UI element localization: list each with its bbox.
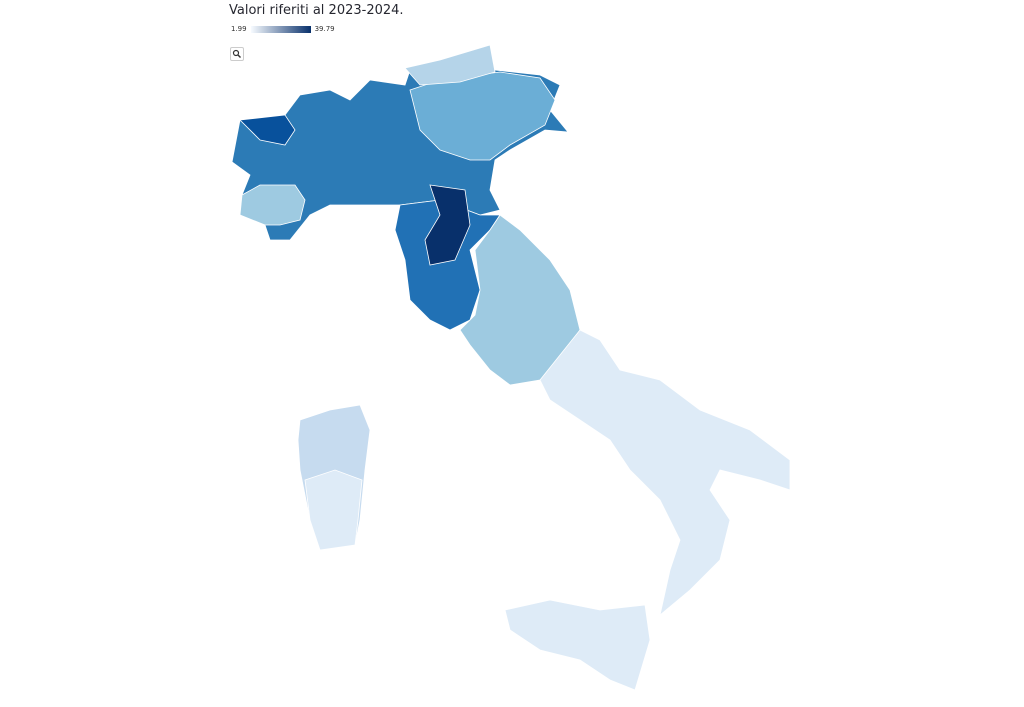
sardinia-south	[304, 469, 363, 551]
legend-min: 1.99	[231, 25, 247, 33]
south-region	[539, 329, 791, 617]
dark-region	[424, 184, 471, 266]
legend-gradient	[250, 25, 311, 33]
title: Valori riferiti al 2023-2024.	[229, 3, 404, 18]
west-region	[239, 184, 306, 226]
zoom-button[interactable]	[230, 47, 244, 61]
legend-max: 39.79	[314, 25, 335, 33]
northwest-region	[239, 114, 296, 146]
alpine-region	[404, 44, 496, 86]
center-region	[459, 214, 581, 386]
sicily	[504, 599, 651, 691]
zoom-icon	[232, 49, 241, 58]
central-north-region	[394, 199, 501, 331]
color-legend: 1.99 39.79	[231, 25, 335, 33]
